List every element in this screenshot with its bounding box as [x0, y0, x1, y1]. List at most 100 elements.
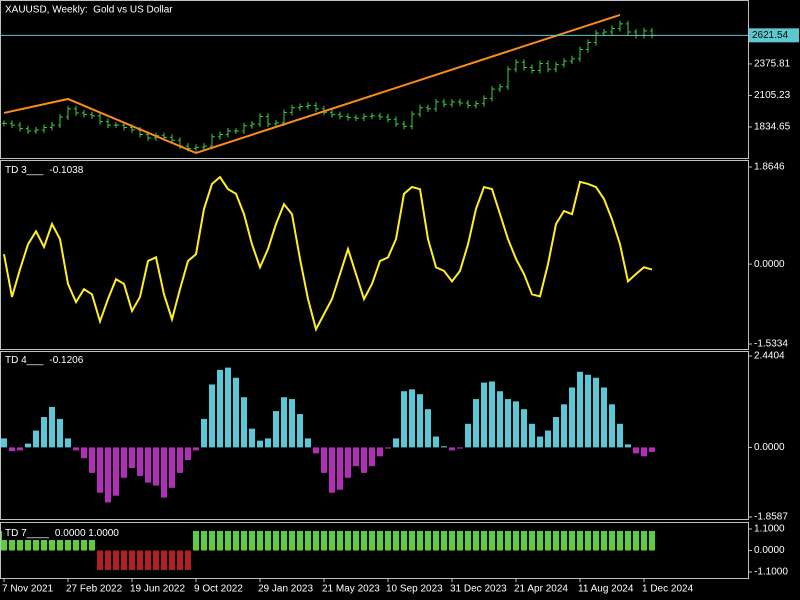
indicator-bar: [313, 447, 319, 454]
indicator-bar: [209, 384, 215, 448]
y-tick-label: 2.4404: [754, 351, 785, 362]
indicator-bar: [241, 397, 247, 448]
price-bar: [426, 104, 431, 112]
indicator-bar: [361, 530, 367, 551]
price-bar: [82, 109, 87, 118]
pane-title: TD 7____ 0.0000 1.0000: [5, 528, 119, 539]
indicator-bar: [337, 447, 343, 490]
indicator-bar: [257, 440, 263, 448]
plot-layer: [0, 13, 748, 571]
indicator-bar: [465, 423, 471, 448]
indicator-bar: [345, 447, 351, 478]
price-bar: [90, 111, 95, 119]
price-bar: [514, 59, 519, 73]
y-tick-label: -1.5334: [754, 339, 788, 350]
indicator-bar: [417, 530, 423, 551]
x-tick-label: 9 Oct 2022: [194, 584, 243, 595]
indicator-bar: [145, 550, 151, 571]
indicator-bar: [257, 530, 263, 551]
indicator-bar: [513, 401, 519, 448]
td3-pane: [0, 160, 749, 350]
indicator-bar: [265, 530, 271, 551]
indicator-bar: [649, 530, 655, 551]
indicator-bar: [497, 530, 503, 551]
price-bar: [474, 100, 479, 109]
price-bar: [482, 95, 487, 107]
indicator-bar: [537, 436, 543, 448]
price-bar: [394, 116, 399, 128]
indicator-bar: [377, 447, 383, 457]
indicator-bar: [161, 550, 167, 571]
price-bar: [450, 98, 455, 108]
indicator-bar: [521, 530, 527, 551]
y-tick-label: 2105.23: [754, 90, 791, 101]
indicator-bar: [481, 530, 487, 551]
price-bar: [434, 98, 439, 112]
pane-title: TD 4___ -0.1206: [5, 355, 84, 366]
indicator-bar: [89, 530, 95, 551]
indicator-bar: [353, 530, 359, 551]
indicator-bar: [401, 391, 407, 448]
indicator-name: TD 3___: [5, 165, 44, 176]
indicator-bar: [457, 530, 463, 551]
indicator-bar: [281, 530, 287, 551]
indicator-bar: [361, 447, 367, 473]
indicator-bar: [345, 530, 351, 551]
indicator-bar: [561, 404, 567, 448]
price-bar: [586, 39, 591, 53]
y-tick-label: 1.1000: [754, 524, 785, 535]
indicator-bar: [329, 447, 335, 493]
price-bar: [466, 100, 471, 109]
price-bar: [42, 124, 47, 133]
indicator-bar: [289, 399, 295, 448]
price-bar: [378, 112, 383, 121]
indicator-bar: [9, 530, 15, 551]
indicator-bar: [49, 406, 55, 448]
indicator-bar: [585, 530, 591, 551]
indicator-line: [3, 175, 653, 332]
indicator-bar: [105, 550, 111, 571]
x-tick-label: 31 Dec 2023: [450, 584, 507, 595]
indicator-bar: [601, 530, 607, 551]
price-bar: [410, 111, 415, 130]
indicator-bar: [385, 530, 391, 551]
indicator-bar: [121, 550, 127, 571]
indicator-bar: [529, 423, 535, 448]
price-bar: [58, 114, 63, 129]
price-bar: [18, 122, 23, 132]
price-bar: [498, 83, 503, 93]
x-tick-label: 21 Apr 2024: [514, 584, 568, 595]
price-bar: [194, 144, 199, 152]
indicator-bar: [481, 382, 487, 448]
price-bar: [346, 113, 351, 121]
x-tick-label: 11 Aug 2024: [578, 584, 634, 595]
price-tag: [749, 28, 799, 43]
indicator-bar: [545, 530, 551, 551]
indicator-bar: [177, 550, 183, 571]
indicator-bar: [305, 530, 311, 551]
indicator-bar: [601, 387, 607, 448]
indicator-bar: [473, 399, 479, 448]
price-bar: [570, 55, 575, 65]
price-bar: [202, 143, 207, 151]
indicator-bar: [489, 381, 495, 448]
indicator-bar: [65, 438, 71, 448]
indicator-bar: [145, 447, 151, 483]
price-bar: [218, 131, 223, 140]
indicator-bar: [441, 530, 447, 551]
indicator-bar: [153, 447, 159, 486]
price-tag-label: 2621.54: [752, 30, 789, 41]
price-bar: [538, 60, 543, 74]
price-bar: [34, 126, 39, 134]
y-tick-label: -1.1000: [754, 567, 788, 578]
indicator-bar: [105, 447, 111, 503]
indicator-bar: [129, 447, 135, 468]
indicator-bar: [641, 530, 647, 551]
indicator-bar: [273, 411, 279, 448]
price-bar: [418, 104, 423, 118]
indicator-bar: [121, 447, 127, 478]
indicator-bar: [505, 530, 511, 551]
price-bar: [2, 120, 7, 127]
indicator-bar: [65, 530, 71, 551]
